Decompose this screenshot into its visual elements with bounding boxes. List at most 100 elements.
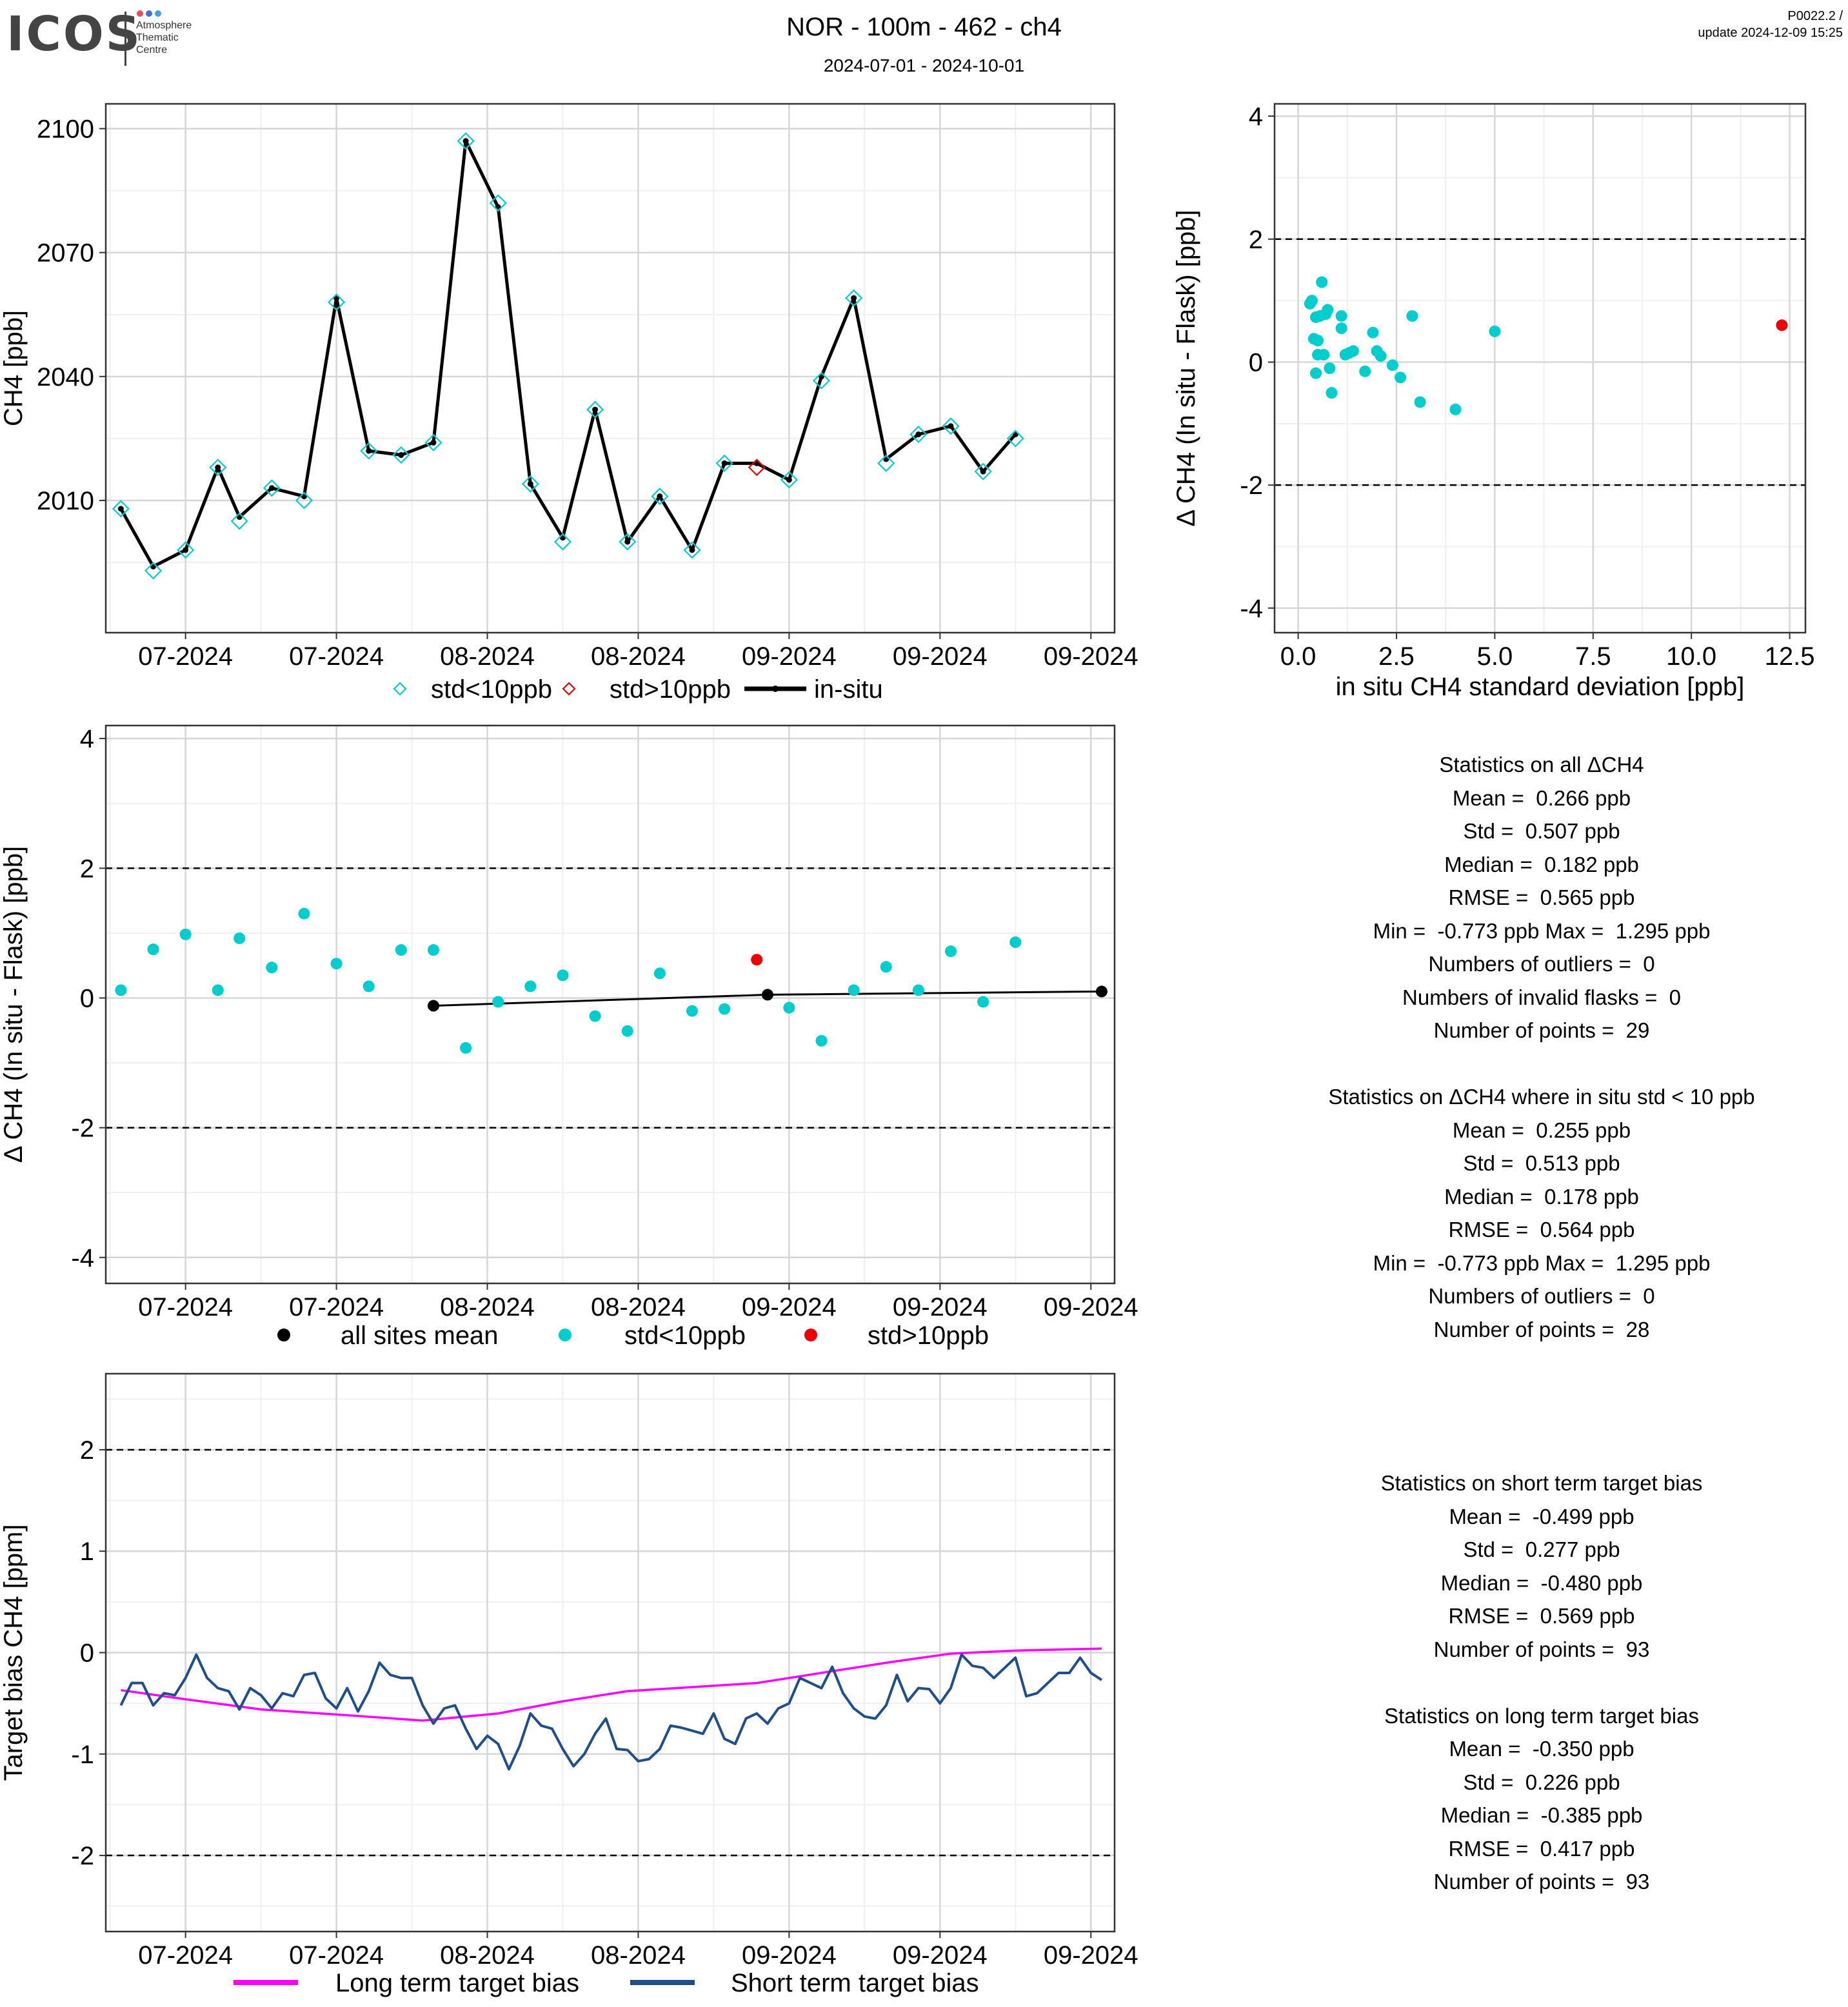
y-tick-label: -4 <box>1240 595 1263 623</box>
stats-all-line: Min = -0.773 ppb Max = 1.295 ppb <box>1373 918 1711 943</box>
delta-std-lt10-point <box>524 980 537 993</box>
scatter-std-lt10-point <box>1318 349 1330 361</box>
flask-std-lt10-point <box>909 425 928 444</box>
scatter-std-lt10-point <box>1347 345 1359 357</box>
stats-short-line: Number of points = 93 <box>1433 1637 1650 1661</box>
in-situ-point <box>527 480 533 487</box>
x-tick-label: 10.0 <box>1666 642 1716 671</box>
stats-all-line: RMSE = 0.565 ppb <box>1448 885 1635 909</box>
delta-std-lt10-point <box>233 932 246 944</box>
bias-border <box>104 1372 1116 1933</box>
flask-std-lt10-point <box>360 442 378 460</box>
legend-label: std>10ppb <box>868 1321 989 1350</box>
flask-std-lt10-point <box>144 562 163 580</box>
stats-long-line: Number of points = 93 <box>1433 1870 1650 1893</box>
flask-std-lt10-point <box>263 479 281 497</box>
in-situ-point <box>689 547 695 553</box>
delta-std-lt10-point <box>147 944 159 956</box>
legend-marker-all-sites-mean <box>277 1329 290 1341</box>
flask-std-lt10-point <box>974 462 992 480</box>
legend-marker-in-situ-dot <box>772 686 779 692</box>
delta-std-lt10-point <box>848 984 860 996</box>
flask-std-lt10-point <box>651 488 669 506</box>
stats-long-line: Std = 0.226 ppb <box>1463 1770 1620 1794</box>
delta-panel <box>99 724 1116 1290</box>
stats-filtered-line: Min = -0.773 ppb Max = 1.295 ppb <box>1373 1251 1711 1275</box>
legend-label: in-situ <box>814 675 883 704</box>
y-tick-label: -2 <box>1240 471 1263 500</box>
update-label: update 2024-12-09 15:25 <box>1698 26 1843 40</box>
spacer <box>1245 1666 1838 1699</box>
stats-filtered-line: Median = 0.178 ppb <box>1444 1184 1639 1209</box>
date-range: 2024-07-01 - 2024-10-01 <box>823 55 1025 75</box>
scatter-std-lt10-point <box>1312 335 1324 347</box>
stats-filtered-line: Std = 0.513 ppb <box>1463 1151 1620 1175</box>
flask-std-lt10-point <box>424 433 442 451</box>
delta-std-lt10-point <box>719 1003 731 1015</box>
delta-std-lt10-point <box>621 1025 633 1037</box>
legend-marker-std-gt10 <box>804 1329 817 1341</box>
scatter-std-lt10-point <box>1386 359 1398 371</box>
x-tick-label: 09-2024 <box>893 642 988 671</box>
x-tick-label: 09-2024 <box>742 1293 837 1321</box>
bias-panel <box>99 1372 1116 1938</box>
short-term-bias-line <box>119 1653 1103 1771</box>
scatter-std-lt10-point <box>1489 325 1501 337</box>
legend-marker-std-lt10 <box>559 1329 571 1341</box>
in-situ-point <box>948 423 954 430</box>
stats-long-title: Statistics on long term target bias <box>1384 1703 1699 1728</box>
delta-std-lt10-point <box>460 1042 472 1054</box>
logo-divider <box>124 12 126 66</box>
legend-label: std<10ppb <box>624 1321 746 1350</box>
y-tick-label: 2 <box>1249 226 1263 254</box>
y-tick-label: -4 <box>71 1244 94 1272</box>
x-tick-label: 07-2024 <box>138 1293 233 1321</box>
delta-std-lt10-point <box>912 984 924 996</box>
x-tick-label: 07-2024 <box>289 1293 384 1321</box>
delta-std-lt10-point <box>557 969 569 982</box>
y-tick-label: 2 <box>80 1436 94 1465</box>
y-axis-label: Δ CH4 (In situ - Flask) [ppb] <box>1172 210 1200 526</box>
x-tick-label: 08-2024 <box>591 1293 686 1321</box>
y-tick-label: 0 <box>80 1639 94 1668</box>
x-tick-label: 08-2024 <box>591 642 686 671</box>
flask-std-lt10-point <box>553 533 572 551</box>
x-tick-label: 08-2024 <box>591 1941 686 1970</box>
in-situ-point <box>980 468 986 475</box>
stats-all-line: Numbers of invalid flasks = 0 <box>1402 985 1681 1009</box>
y-tick-label: 2070 <box>37 239 94 268</box>
scatter-std-lt10-point <box>1322 304 1334 316</box>
x-tick-label: 09-2024 <box>1044 642 1138 671</box>
logo-sub-line: Centre <box>136 44 168 55</box>
legend-marker-std-gt10 <box>562 682 576 696</box>
delta-std-lt10-point <box>653 967 666 980</box>
legend-label: Short term target bias <box>731 1969 979 1997</box>
scatter-std-lt10-point <box>1324 362 1336 374</box>
scatter-std-lt10-point <box>1335 322 1347 335</box>
scatter-std-lt10-point <box>1359 365 1371 377</box>
x-tick-label: 0.0 <box>1280 642 1316 671</box>
in-situ-point <box>117 506 124 512</box>
legend-label: all sites mean <box>341 1321 499 1350</box>
y-tick-label: 1 <box>80 1537 94 1566</box>
y-tick-label: 2040 <box>37 363 94 391</box>
scatter-std-gt10-point <box>1776 319 1788 331</box>
x-tick-label: 12.5 <box>1765 642 1815 671</box>
scatter-std-lt10-point <box>1306 295 1318 307</box>
logo-dot-red <box>137 10 143 17</box>
x-tick-label: 08-2024 <box>440 1941 535 1970</box>
y-tick-label: 2010 <box>37 487 94 515</box>
x-tick-label: 2.5 <box>1378 642 1415 671</box>
stats-long-line: RMSE = 0.417 ppb <box>1448 1836 1635 1861</box>
legend-label: Long term target bias <box>335 1969 579 1997</box>
scatter-std-lt10-point <box>1406 310 1418 322</box>
y-tick-label: 2100 <box>37 115 94 143</box>
delta-std-gt10-point <box>751 954 763 966</box>
stats-all-title: Statistics on all ΔCH4 <box>1439 753 1644 776</box>
version-info: P0022.2 / update 2024-12-09 15:25 <box>1698 8 1843 41</box>
stats-all-line: Numbers of outliers = 0 <box>1428 952 1655 976</box>
scatter-std-lt10-point <box>1326 387 1338 399</box>
flask-std-lt10-point <box>877 454 895 472</box>
flask-std-lt10-point <box>715 454 733 472</box>
